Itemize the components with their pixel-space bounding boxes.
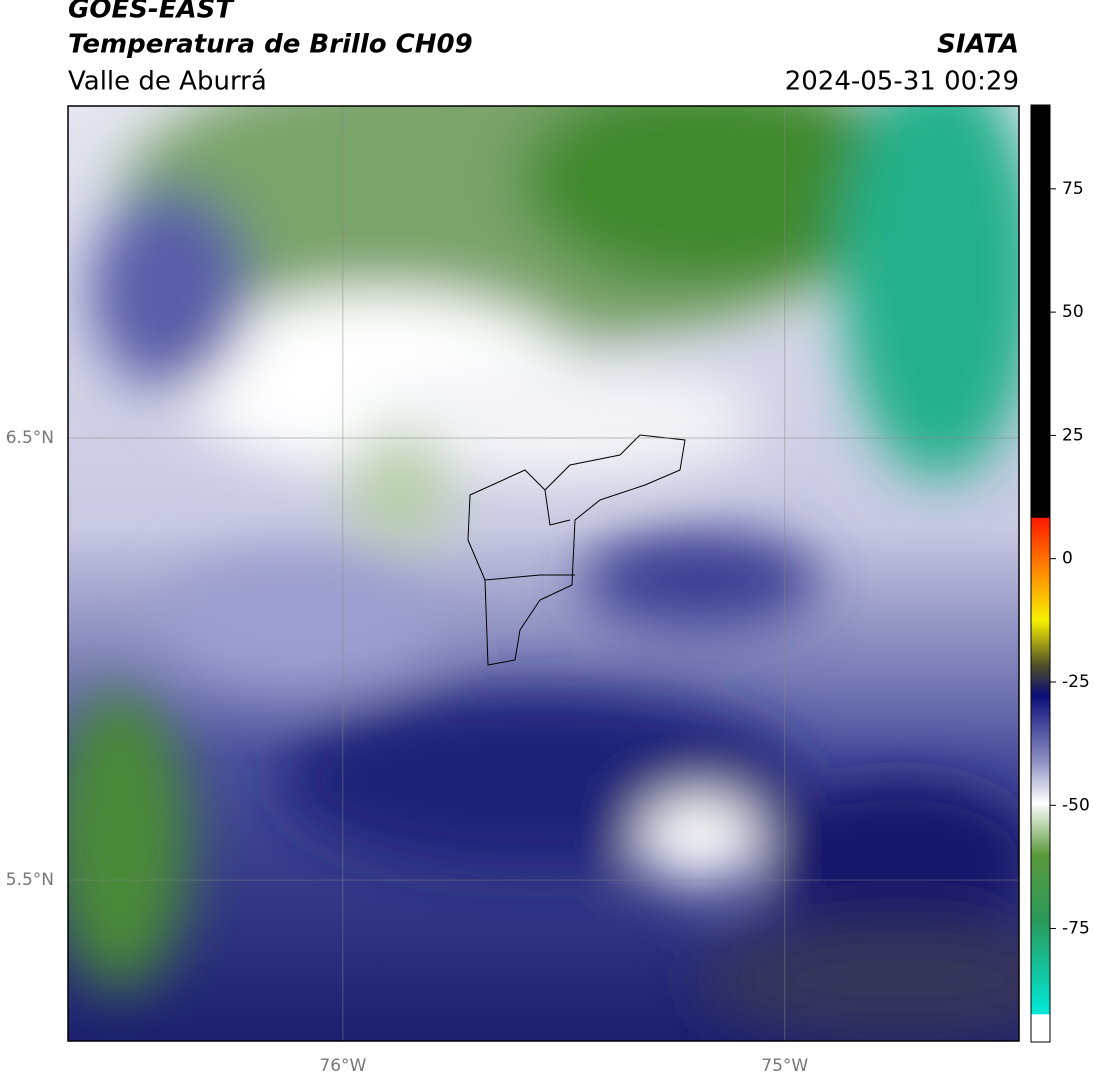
colorbar-label: 75 xyxy=(1062,179,1084,199)
colorbar-label: -50 xyxy=(1062,795,1090,815)
lon-label: 75°W xyxy=(761,1056,808,1076)
lat-label: 5.5°N xyxy=(6,870,54,890)
colorbar-label: -25 xyxy=(1062,672,1090,692)
colorbar-label: -75 xyxy=(1062,919,1090,939)
colorbar xyxy=(1030,104,1051,1043)
region: Valle de Aburrá xyxy=(68,67,267,97)
colorbar-label: 25 xyxy=(1062,425,1084,445)
subtitle: Temperatura de Brillo CH09 xyxy=(68,30,473,60)
title: GOES-EAST xyxy=(68,0,235,25)
lon-label: 76°W xyxy=(319,1056,366,1076)
map-frame xyxy=(67,105,1020,1042)
timestamp: 2024-05-31 00:29 xyxy=(785,67,1019,97)
satellite-image xyxy=(68,106,1019,1041)
source: SIATA xyxy=(937,30,1019,60)
region-outline xyxy=(467,434,686,666)
lat-label: 6.5°N xyxy=(6,428,54,448)
colorbar-label: 50 xyxy=(1062,302,1084,322)
colorbar-label: 0 xyxy=(1062,549,1073,569)
